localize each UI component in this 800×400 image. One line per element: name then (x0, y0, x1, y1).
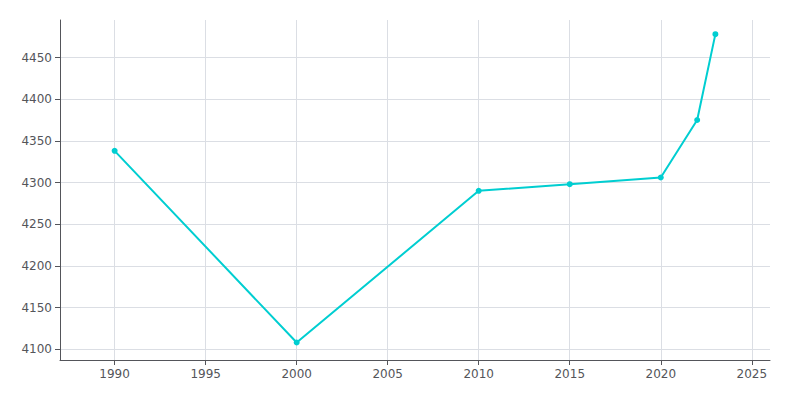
svg-text:4250: 4250 (21, 217, 52, 231)
svg-text:1990: 1990 (99, 367, 130, 381)
svg-text:2010: 2010 (463, 367, 494, 381)
svg-text:4100: 4100 (21, 342, 52, 356)
svg-text:2015: 2015 (554, 367, 585, 381)
svg-text:4450: 4450 (21, 51, 52, 65)
svg-text:4400: 4400 (21, 92, 52, 106)
svg-text:2020: 2020 (645, 367, 676, 381)
svg-text:2000: 2000 (281, 367, 312, 381)
svg-text:4350: 4350 (21, 134, 52, 148)
svg-text:4300: 4300 (21, 176, 52, 190)
svg-text:4200: 4200 (21, 259, 52, 273)
svg-text:4150: 4150 (21, 301, 52, 315)
svg-text:1995: 1995 (190, 367, 221, 381)
svg-text:2025: 2025 (737, 367, 768, 381)
svg-text:2005: 2005 (372, 367, 403, 381)
